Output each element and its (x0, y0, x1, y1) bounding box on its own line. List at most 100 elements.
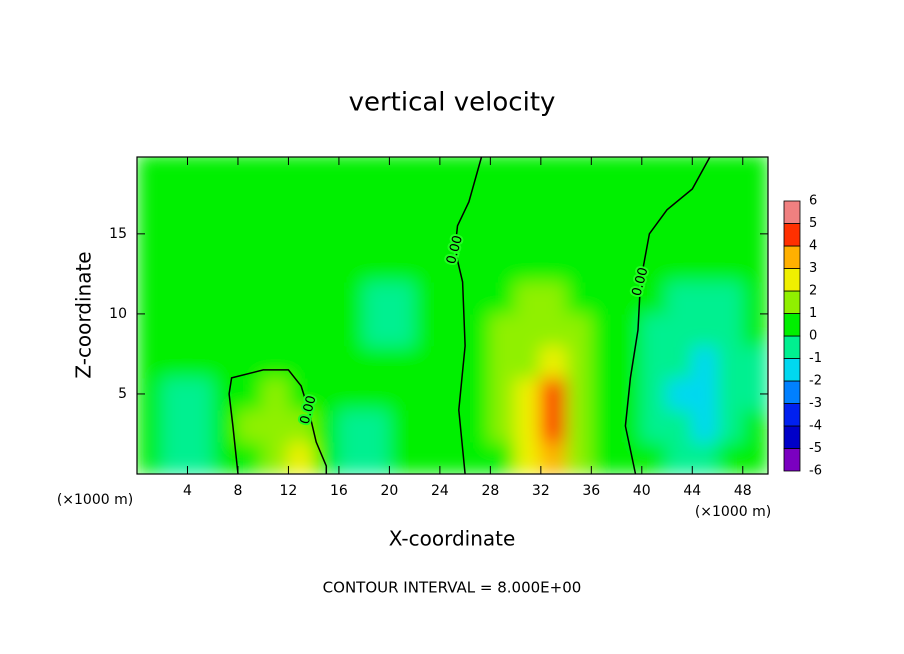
field-cell (388, 409, 416, 443)
field-cell (186, 185, 214, 219)
field-cell (616, 249, 643, 283)
field-cell (515, 345, 542, 379)
field-cell (742, 313, 768, 347)
colorbar-label: -5 (809, 441, 822, 456)
x-tick-label: 20 (380, 483, 398, 499)
field-cell (237, 185, 264, 219)
field-cell (237, 409, 264, 443)
field-cell (388, 345, 416, 379)
field-cell (338, 217, 365, 251)
field-cell (414, 313, 441, 347)
field-cell (363, 345, 390, 379)
field-cell (489, 409, 517, 443)
field-cell (414, 409, 441, 443)
field-cell (388, 249, 416, 283)
field-cell (489, 441, 517, 474)
field-cell (137, 185, 163, 219)
field-cell (186, 377, 214, 411)
field-cell (313, 313, 340, 347)
contour-line (624, 156, 711, 475)
field-cell (590, 409, 618, 443)
field-cell (666, 157, 693, 187)
field-cell (161, 217, 188, 251)
field-cell (515, 441, 542, 474)
field-cell (237, 313, 264, 347)
field-cell (717, 313, 744, 347)
field (137, 157, 768, 474)
field-cell (641, 345, 668, 379)
y-axis-label: Z-coordinate (72, 251, 96, 378)
field-cell (363, 313, 390, 347)
contour-line (228, 369, 328, 475)
field-cell (565, 185, 592, 219)
field-cell (666, 217, 693, 251)
field-cell (388, 441, 416, 474)
y-tick-label: 5 (118, 386, 127, 402)
field-cell (338, 409, 365, 443)
field-cell (262, 441, 289, 474)
field-cell (212, 185, 239, 219)
x-tick-label: 28 (481, 483, 499, 499)
field-cell (186, 249, 214, 283)
field-cell (137, 281, 163, 315)
field-cell (161, 281, 188, 315)
field-cell (338, 313, 365, 347)
field-cell (691, 313, 719, 347)
field-cell (489, 281, 517, 315)
field-cell (186, 281, 214, 315)
field-cell (363, 281, 390, 315)
field-cell (287, 217, 315, 251)
field-cell (464, 409, 491, 443)
field-cell (161, 157, 188, 187)
field-cell (717, 345, 744, 379)
field-cell (540, 157, 567, 187)
field-cell (237, 157, 264, 187)
field-cell (641, 185, 668, 219)
colorbar-bin (783, 200, 801, 224)
field-cell (388, 217, 416, 251)
field-cell (313, 377, 340, 411)
field-cell (161, 409, 188, 443)
field-cell (414, 217, 441, 251)
field-cell (262, 313, 289, 347)
field-cell (590, 249, 618, 283)
field-cell (515, 377, 542, 411)
field-cell (616, 345, 643, 379)
field-cell (742, 157, 768, 187)
field-cell (742, 409, 768, 443)
field-cell (717, 441, 744, 474)
field-cell (464, 313, 491, 347)
x-tick-label: 36 (582, 483, 600, 499)
x-unit: (×1000 m) (695, 504, 771, 520)
field-cell (313, 345, 340, 379)
field-cell (338, 185, 365, 219)
field-cell (641, 281, 668, 315)
y-unit: (×1000 m) (57, 492, 133, 508)
field-cell (565, 281, 592, 315)
field-cell (717, 217, 744, 251)
colorbar-label: -1 (809, 351, 822, 366)
field-cell (388, 313, 416, 347)
field-cell (565, 441, 592, 474)
field-cell (691, 185, 719, 219)
field-cell (414, 249, 441, 283)
field-cell (439, 345, 466, 379)
field-cell (338, 157, 365, 187)
field-cell (464, 249, 491, 283)
field-cell (742, 249, 768, 283)
field-cell (540, 441, 567, 474)
field-cell (641, 157, 668, 187)
field-cell (691, 441, 719, 474)
field-cell (565, 157, 592, 187)
field-cell (186, 409, 214, 443)
field-cell (287, 249, 315, 283)
field-cell (489, 313, 517, 347)
field-cell (313, 217, 340, 251)
field-cell (186, 441, 214, 474)
field-cell (540, 217, 567, 251)
field-cell (363, 409, 390, 443)
field-cell (212, 217, 239, 251)
plot-frame (136, 156, 769, 475)
field-cell (186, 313, 214, 347)
